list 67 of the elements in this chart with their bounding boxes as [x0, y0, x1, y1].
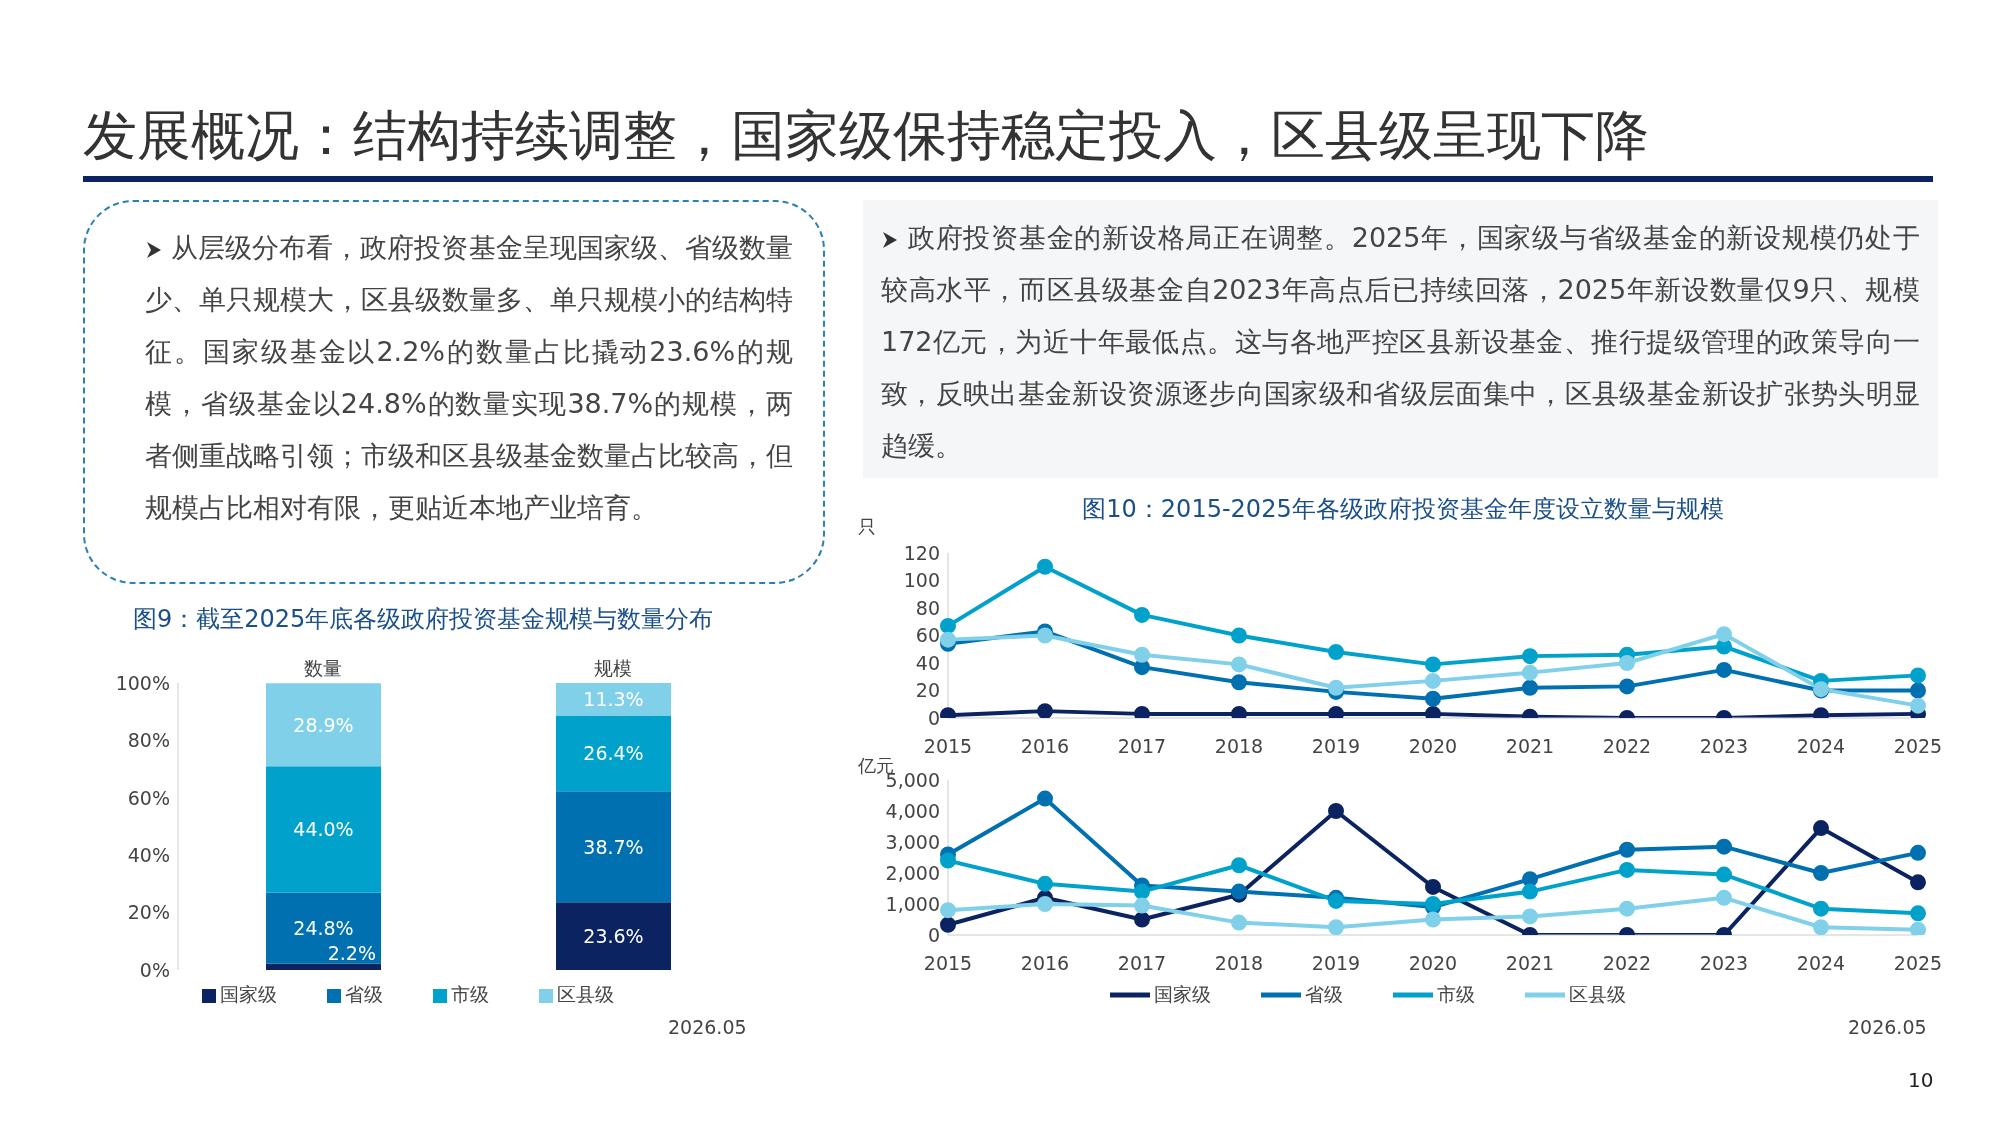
legend-label: 国家级 [1154, 982, 1211, 1005]
text: 从层级分布看，政府投资基金呈现国家级、省级数量少、单只规模大，区县级数量多、单只规模小的结构特征。国家级基金以2.2%的数量占比撬动23.6%的规模，省级基金以24.8%的数量实现38.7%的规模，两者侧重战略引领；市级和区县级基金数量占比较高，但规模占比相对有限，更贴近本地产业培育。 [83, 200, 825, 584]
legend-label: 区县级 [1569, 982, 1626, 1005]
x-tick-label: 2022 [1602, 952, 1652, 975]
data-label: 38.7% [583, 835, 644, 858]
x-tick-label: 2024 [1796, 952, 1846, 975]
y-tick-label: 120 [903, 541, 940, 564]
legend-label: 国家级 [220, 983, 277, 1005]
x-tick-label: 2017 [1117, 952, 1167, 975]
legend-label: 市级 [1437, 982, 1475, 1005]
x-tick-label: 2023 [1699, 735, 1749, 758]
chart-title: 图10：2015-2025年各级政府投资基金年度设立数量与规模 [1082, 495, 1724, 523]
y-tick-label: 60% [127, 786, 170, 809]
x-tick-label: 2017 [1117, 735, 1167, 758]
x-tick-label: 2015 [923, 735, 973, 758]
chart-title: 图9：截至2025年底各级政府投资基金规模与数量分布 [133, 604, 715, 635]
y-tick-label: 40% [127, 843, 170, 866]
data-label: 2.2% [327, 941, 376, 964]
x-tick-label: 2015 [923, 952, 973, 975]
x-tick-label: 数量 [304, 657, 342, 679]
x-tick-label: 2018 [1214, 952, 1264, 975]
legend-label: 省级 [345, 983, 383, 1005]
text: 发展概况：结构持续调整，国家级保持稳定投入，区县级呈现下降 [83, 103, 1649, 169]
x-tick-label: 规模 [594, 657, 632, 679]
x-tick-label: 2023 [1699, 952, 1749, 975]
data-label: 24.8% [293, 917, 354, 940]
y-tick-label: 60 [915, 624, 940, 647]
y-tick-label: 0 [927, 923, 940, 946]
text: 2026.05 [668, 1016, 747, 1038]
x-tick-label: 2024 [1796, 735, 1846, 758]
x-tick-label: 2020 [1408, 735, 1458, 758]
legend-label: 市级 [451, 983, 489, 1005]
y-tick-label: 100 [903, 569, 940, 592]
x-tick-label: 2020 [1408, 952, 1458, 975]
text: 政府投资基金的新设格局正在调整。2025年，国家级与省级基金的新设规模仍处于较高水平，而区县级基金自2023年高点后已持续回落，2025年新设数量仅9只、规模172亿元，为近十年最低点。这与各地严控区县新设基金、推行提级管理的政策导向一致，反映出基金新设资源逐步向国家级和省级层面集中，区县级基金新设扩张势头明显趋缓。 [863, 200, 1938, 478]
y-tick-label: 4,000 [885, 799, 940, 822]
x-tick-label: 2025 [1893, 952, 1943, 975]
x-tick-label: 2021 [1505, 952, 1555, 975]
x-tick-label: 2018 [1214, 735, 1264, 758]
data-label: 23.6% [583, 925, 644, 948]
y-tick-label: 40 [915, 651, 940, 674]
x-tick-label: 2019 [1311, 735, 1361, 758]
text: 2026.05 [1848, 1016, 1927, 1038]
y-tick-label: 20 [915, 679, 940, 702]
y-tick-label: 3,000 [885, 830, 940, 853]
y-tick-label: 0% [139, 958, 170, 981]
y-tick-label: 80% [127, 729, 170, 752]
y-tick-label: 2,000 [885, 861, 940, 884]
data-label: 28.9% [293, 713, 354, 736]
x-tick-label: 2022 [1602, 735, 1652, 758]
x-tick-label: 2025 [1893, 735, 1943, 758]
y-tick-label: 100% [115, 671, 170, 694]
text: 10 [1908, 1068, 1934, 1092]
legend-label: 区县级 [557, 983, 614, 1005]
data-label: 11.3% [583, 688, 644, 711]
x-tick-label: 2016 [1020, 952, 1070, 975]
x-tick-label: 2019 [1311, 952, 1361, 975]
y-tick-label: 1,000 [885, 892, 940, 915]
y-tick-label: 20% [127, 901, 170, 924]
data-label: 26.4% [583, 742, 644, 765]
y-tick-label: 80 [915, 596, 940, 619]
y-axis-title: 只 [858, 515, 876, 539]
y-tick-label: 0 [927, 706, 940, 729]
legend-label: 省级 [1305, 982, 1343, 1005]
x-tick-label: 2021 [1505, 735, 1555, 758]
data-label: 44.0% [293, 818, 354, 841]
x-tick-label: 2016 [1020, 735, 1070, 758]
